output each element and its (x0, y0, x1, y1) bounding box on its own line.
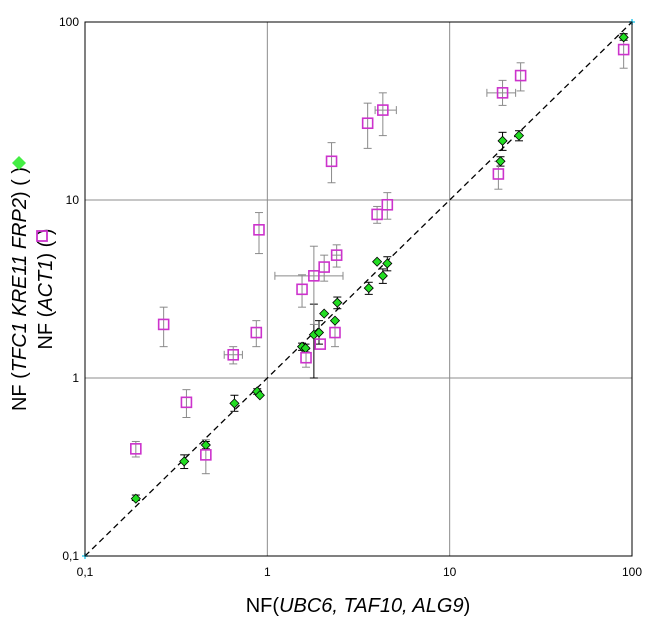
square-point (314, 338, 327, 350)
diamond-point (130, 493, 141, 504)
y-tick-label: 10 (66, 193, 80, 207)
plot-frame (84, 21, 633, 557)
square-point (253, 224, 265, 236)
y-axis-title-1-italic: TFC1 KRE11 FRP2 (9, 198, 31, 372)
grid (85, 22, 632, 556)
y-axis-title-2-prefix: NF ( (35, 310, 57, 349)
square-point (325, 155, 338, 168)
x-tick-label: 10 (443, 565, 457, 579)
x-axis-title: NF(UBC6, TAF10, ALG9) (246, 595, 471, 617)
square-point (200, 449, 212, 461)
square-point (308, 270, 320, 282)
square-point (514, 69, 527, 82)
x-tick-label: 0,1 (77, 565, 94, 579)
square-point (371, 208, 383, 221)
y-tick-label: 1 (72, 371, 79, 385)
diamond-point (313, 327, 325, 338)
data-marks (130, 32, 630, 504)
square-point (130, 443, 142, 455)
diamond-point (513, 130, 525, 141)
square-point (318, 261, 330, 273)
diamond-point (254, 390, 265, 401)
diamond-point (618, 32, 629, 43)
square-point (329, 326, 341, 339)
square-point (617, 43, 630, 56)
square-point (296, 283, 308, 296)
y-axis-title-2-suffix: ) ( ) (35, 228, 57, 259)
diamond-point (495, 156, 506, 167)
square-point (157, 318, 170, 331)
diamond-point (179, 456, 190, 467)
x-tick-label: 1 (264, 565, 271, 579)
square-point (496, 87, 509, 99)
x-axis-title-suffix: ) (464, 595, 471, 617)
y-axis-title-line-1: NF (TFC1 KRE11 FRP2) ( ) (9, 167, 31, 411)
x-axis-title-italic: UBC6, TAF10, ALG9 (279, 595, 464, 617)
diamond-point (372, 256, 383, 267)
square-point (381, 198, 394, 211)
legend-diamond-icon (12, 156, 26, 170)
diamond-point (377, 270, 388, 281)
square-point (227, 349, 240, 361)
diamond-point (229, 398, 240, 409)
y-tick-label: 0,1 (62, 549, 79, 563)
x-tick-label: 100 (622, 565, 642, 579)
y-axis-title-line-2: NF (ACT1) ( ) (35, 228, 57, 349)
square-point (300, 351, 312, 364)
y-tick-label: 100 (59, 15, 79, 29)
legend-square-icon (36, 230, 48, 242)
square-point (250, 326, 263, 339)
diamond-point (497, 135, 508, 146)
y-axis-title-1-prefix: NF ( (9, 372, 31, 411)
diamond-point (363, 283, 374, 294)
diamond-point (332, 297, 343, 308)
reference-line (84, 21, 633, 557)
x-tick-labels: 0,1 1 10 100 (77, 565, 643, 579)
square-point (361, 117, 374, 130)
square-point (330, 249, 343, 261)
x-axis-title-prefix: NF( (246, 595, 280, 617)
diamond-point (382, 258, 393, 269)
y-axis-title-1-suffix: ) ( ) (9, 167, 31, 198)
y-tick-labels: 0,1 1 10 100 (59, 15, 79, 563)
diamond-point (319, 308, 330, 319)
diamond-point (329, 315, 341, 326)
square-point (492, 168, 505, 180)
square-point (180, 396, 193, 409)
y-axis-title-2-italic: ACT1 (35, 260, 57, 312)
square-point (377, 104, 389, 116)
